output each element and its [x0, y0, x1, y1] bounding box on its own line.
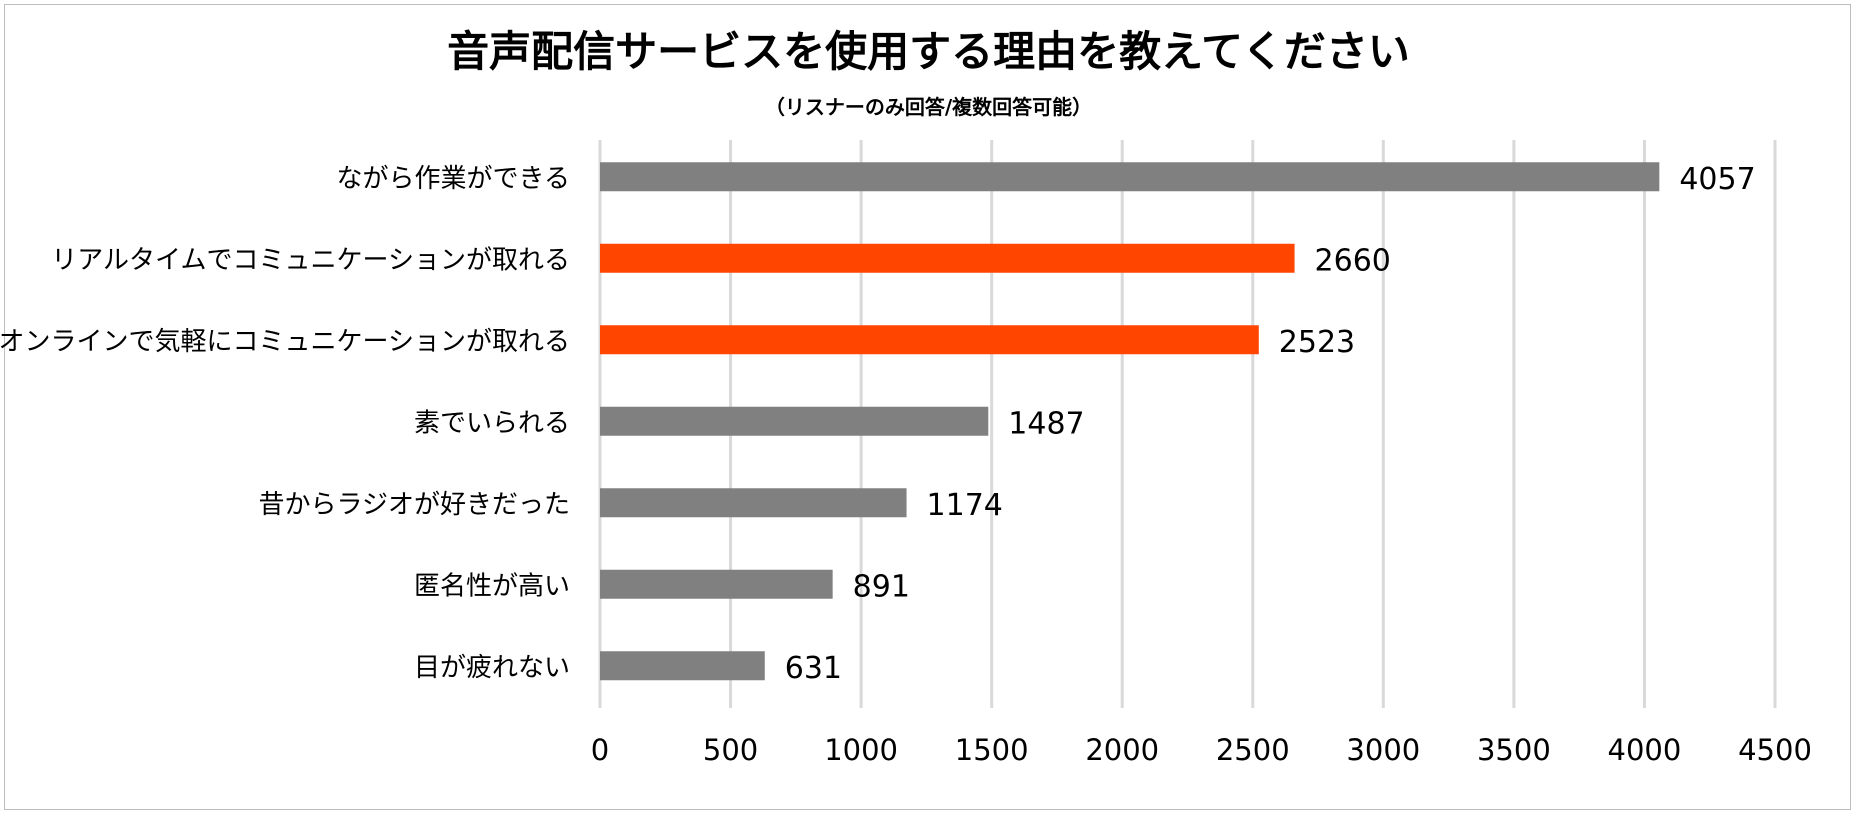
x-tick-label-0: 0	[591, 733, 609, 767]
x-tick-label-7: 3500	[1477, 733, 1551, 767]
chart-subtitle: （リスナーのみ回答/複数回答可能）	[764, 95, 1093, 119]
category-label-1: リアルタイムでコミュニケーションが取れる	[51, 245, 570, 275]
value-label-3: 1487	[1008, 406, 1084, 441]
category-label-5: 匿名性が高い	[414, 571, 570, 601]
category-label-0: ながら作業ができる	[337, 164, 570, 194]
value-label-5: 891	[853, 569, 910, 604]
value-label-4: 1174	[927, 488, 1003, 523]
x-tick-label-5: 2500	[1216, 733, 1290, 767]
x-tick-label-1: 500	[703, 733, 758, 767]
category-label-2: オンラインで気軽にコミュニケーションが取れる	[0, 327, 570, 357]
bar-6	[600, 651, 765, 681]
category-label-3: 素でいられる	[414, 408, 570, 438]
value-label-1: 2660	[1315, 243, 1391, 278]
x-axis-ticks: 0 500 1000 1500 2000 2500 3000 3500 4000 4500	[591, 733, 1812, 767]
bar-5	[600, 569, 833, 599]
value-labels: 4057 2660 2523 1487 1174 891 631	[785, 162, 1756, 686]
chart-title: 音声配信サービスを使用する理由を教えてください	[447, 27, 1410, 76]
bar-3	[600, 406, 989, 436]
bar-0	[600, 162, 1660, 192]
category-labels: ながら作業ができるリアルタイムでコミュニケーションが取れるオンラインで気軽にコミ…	[0, 164, 570, 683]
category-label-6: 目が疲れない	[414, 653, 570, 683]
x-tick-label-8: 4000	[1608, 733, 1682, 767]
value-label-6: 631	[785, 651, 842, 686]
x-tick-label-2: 1000	[824, 733, 898, 767]
x-tick-label-9: 4500	[1738, 733, 1812, 767]
x-tick-label-6: 3000	[1346, 733, 1420, 767]
x-tick-label-3: 1500	[955, 733, 1029, 767]
bar-4	[600, 488, 907, 518]
bar-1	[600, 243, 1295, 273]
bar-2	[600, 325, 1259, 355]
bars	[600, 162, 1660, 681]
x-tick-label-4: 2000	[1085, 733, 1159, 767]
value-label-2: 2523	[1279, 325, 1355, 360]
category-label-4: 昔からラジオが好きだった	[259, 490, 570, 520]
value-label-0: 4057	[1679, 162, 1755, 197]
